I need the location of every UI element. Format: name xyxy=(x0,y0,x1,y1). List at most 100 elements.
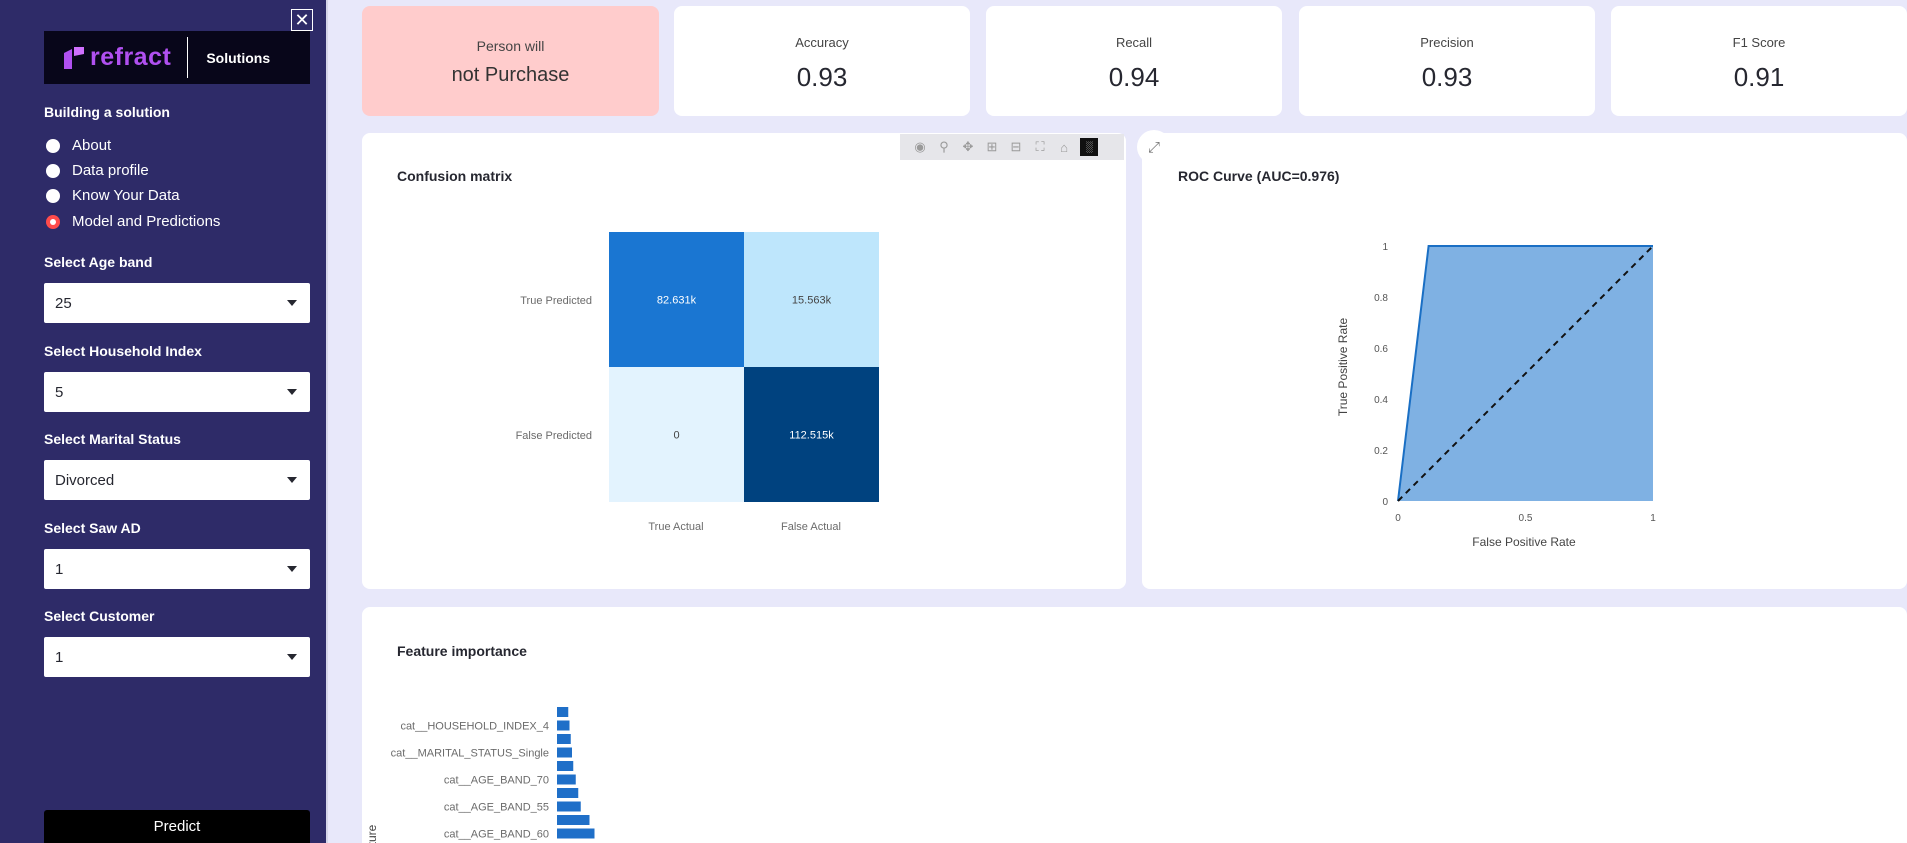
saw-ad-label: Select Saw AD xyxy=(44,520,141,536)
x-tick-label: True Actual xyxy=(648,521,703,533)
y-tick-label: 0.2 xyxy=(1374,446,1388,457)
select-value: 1 xyxy=(55,648,64,666)
predict-button[interactable]: Predict xyxy=(44,810,310,843)
y-axis-label: True Positive Rate xyxy=(1336,318,1350,417)
camera-icon[interactable]: ◉ xyxy=(914,139,926,154)
select-value: 1 xyxy=(55,560,64,578)
metric-value: 0.93 xyxy=(796,62,848,92)
feature-bar[interactable] xyxy=(557,747,572,758)
radio-label: Know Your Data xyxy=(72,187,180,204)
radio-about[interactable]: About xyxy=(46,137,111,154)
radio-circle-selected[interactable] xyxy=(46,214,60,229)
feature-bar[interactable] xyxy=(557,707,569,717)
radio-label: Model and Predictions xyxy=(72,213,221,230)
close-sidebar-button[interactable]: ✕ xyxy=(291,9,313,31)
y-tick-label: cat__AGE_BAND_60 xyxy=(444,829,549,841)
feature-bar[interactable] xyxy=(557,774,576,785)
x-tick-label: 0.5 xyxy=(1519,513,1533,524)
feature-bar[interactable] xyxy=(557,720,570,731)
heatmap-cell[interactable] xyxy=(744,232,879,367)
prediction-label: Person will xyxy=(476,38,545,54)
roc-line xyxy=(1397,245,1653,502)
metric-card-accuracy: Accuracy 0.93 xyxy=(674,6,970,116)
prediction-card: Person will not Purchase xyxy=(362,6,659,116)
radio-circle[interactable] xyxy=(46,138,60,153)
marital-status-select[interactable]: Divorced xyxy=(44,460,310,500)
chevron-down-icon xyxy=(287,566,297,572)
y-tick-label: 0.4 xyxy=(1374,395,1388,406)
refract-logo-mark-icon xyxy=(64,46,84,69)
prediction-value: not Purchase xyxy=(451,64,570,86)
metric-label: F1 Score xyxy=(1732,35,1786,50)
radio-circle[interactable] xyxy=(46,163,60,178)
select-value: Divorced xyxy=(55,471,115,489)
chart-toolbar: ◉ ⚲ ✥ ⊞ ⊟ ⛶ ⌂ ░ xyxy=(900,134,1124,160)
metric-value: 0.91 xyxy=(1733,62,1785,92)
y-tick-label: True Predicted xyxy=(520,295,592,307)
y-tick-label: cat__AGE_BAND_55 xyxy=(444,802,549,814)
radio-circle[interactable] xyxy=(46,188,60,203)
feature-bar[interactable] xyxy=(557,734,571,744)
radio-know-your-data[interactable]: Know Your Data xyxy=(46,187,180,204)
x-tick-label: 0 xyxy=(1395,513,1401,524)
pan-icon[interactable]: ✥ xyxy=(962,139,974,154)
y-tick-label: 0.8 xyxy=(1374,293,1388,304)
metric-label: Accuracy xyxy=(795,35,849,50)
logo-divider xyxy=(187,37,189,78)
roc-curve-title: ROC Curve (AUC=0.976) xyxy=(1178,168,1340,184)
chevron-down-icon xyxy=(287,300,297,306)
sidebar-edge[interactable] xyxy=(326,0,328,843)
confusion-matrix-title: Confusion matrix xyxy=(397,168,513,184)
feature-bar[interactable] xyxy=(557,788,579,798)
metric-value: 0.93 xyxy=(1421,62,1473,92)
saw-ad-select[interactable]: 1 xyxy=(44,549,310,589)
radio-label: Data profile xyxy=(72,162,149,179)
feature-bar[interactable] xyxy=(557,761,574,771)
heatmap-cell-label: 0 xyxy=(673,430,679,442)
reset-axes-icon[interactable]: ⌂ xyxy=(1060,139,1068,155)
refract-logo: refract Solutions xyxy=(44,31,310,84)
customer-label: Select Customer xyxy=(44,608,155,624)
sidebar: ✕ refract Solutions Building a solution … xyxy=(0,0,326,843)
zoom-in-icon[interactable]: ⊞ xyxy=(986,139,998,154)
y-tick-label: cat__AGE_BAND_70 xyxy=(444,775,549,787)
x-tick-label: 1 xyxy=(1650,513,1656,524)
age-band-select[interactable]: 25 xyxy=(44,283,310,323)
metric-label: Recall xyxy=(1115,35,1153,50)
feature-bar[interactable] xyxy=(557,801,581,812)
diagonal-line xyxy=(1397,245,1654,502)
age-band-label: Select Age band xyxy=(44,254,153,270)
feature-bar[interactable] xyxy=(557,828,595,839)
metric-card-f1-score: F1 Score 0.91 xyxy=(1611,6,1907,116)
autoscale-icon[interactable]: ⛶ xyxy=(1035,139,1045,154)
heatmap-cell[interactable] xyxy=(609,367,744,502)
feature-importance-title: Feature importance xyxy=(397,643,527,659)
heatmap-cell-label: 82.631k xyxy=(657,295,697,307)
expand-icon[interactable]: ⤢ xyxy=(1137,130,1171,164)
x-axis-label: False Positive Rate xyxy=(1472,535,1576,549)
radio-data-profile[interactable]: Data profile xyxy=(46,162,149,179)
y-axis-label: ture xyxy=(365,824,379,843)
household-index-select[interactable]: 5 xyxy=(44,372,310,412)
logo-wordmark: refract xyxy=(90,43,172,71)
heatmap-cell-label: 112.515k xyxy=(789,430,834,442)
metric-card-precision: Precision 0.93 xyxy=(1299,6,1595,116)
plotly-logo-icon[interactable]: ░ xyxy=(1080,138,1098,156)
logo-solutions-label: Solutions xyxy=(206,49,271,66)
roc-curve-chart: 00.20.40.60.810 0.5 1 False Positive Rate … xyxy=(1336,242,1656,549)
y-tick-label: cat__HOUSEHOLD_INDEX_4 xyxy=(400,721,549,733)
zoom-icon[interactable]: ⚲ xyxy=(939,139,949,154)
metric-label: Precision xyxy=(1420,35,1474,50)
y-tick-label: cat__MARITAL_STATUS_Single xyxy=(391,748,549,760)
chevron-down-icon xyxy=(287,389,297,395)
feature-importance-chart: cat__HOUSEHOLD_INDEX_4 cat__MARITAL_STATU… xyxy=(365,707,595,843)
radio-model-and-predictions[interactable]: Model and Predictions xyxy=(46,213,220,230)
feature-bar[interactable] xyxy=(557,815,590,825)
zoom-out-icon[interactable]: ⊟ xyxy=(1010,139,1022,154)
heatmap-cell[interactable] xyxy=(609,232,744,367)
household-index-label: Select Household Index xyxy=(44,343,202,359)
y-tick-label: 0 xyxy=(1382,497,1388,508)
customer-select[interactable]: 1 xyxy=(44,637,310,677)
metric-card-recall: Recall 0.94 xyxy=(986,6,1282,116)
heatmap-cell[interactable] xyxy=(744,367,879,502)
